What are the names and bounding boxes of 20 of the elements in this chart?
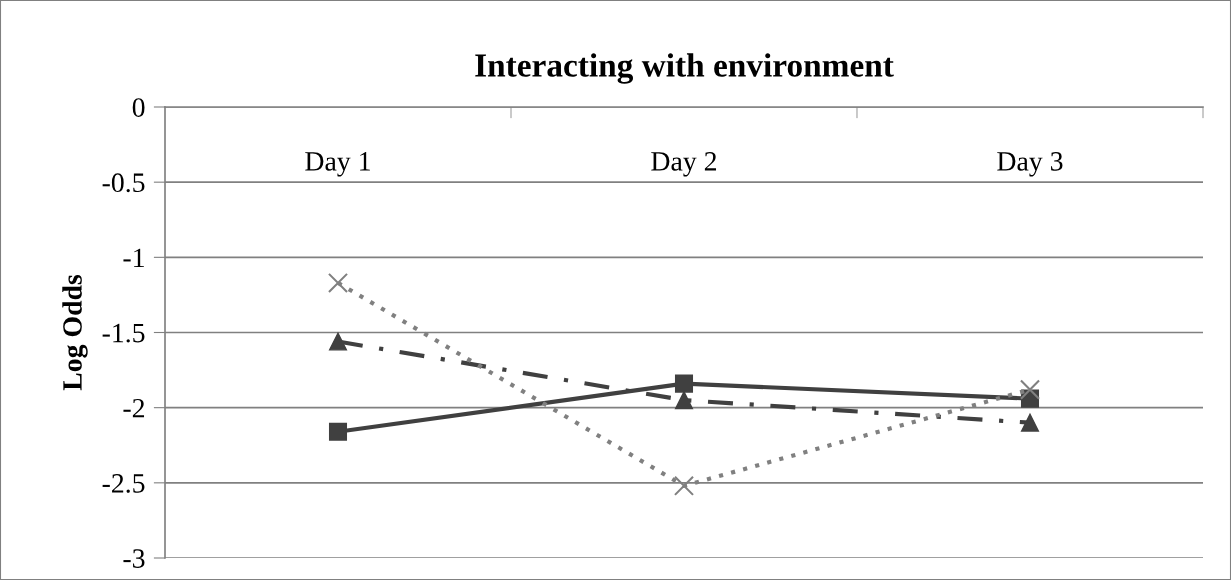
point xyxy=(327,272,349,293)
y-axis-title: Log Odds xyxy=(62,274,88,391)
y-tick-label: -1.5 xyxy=(102,323,145,343)
y-tick-label: -2.5 xyxy=(102,474,145,493)
point xyxy=(328,332,348,351)
y-tick-label: -3 xyxy=(123,549,145,568)
point xyxy=(1020,413,1040,432)
x-tick-label: Day 1 xyxy=(305,152,370,177)
y-tick-label: -1 xyxy=(123,248,144,267)
y-tick-label: -2 xyxy=(123,398,145,418)
point xyxy=(328,422,348,441)
point xyxy=(674,391,694,410)
chart-title: Interacting with environment xyxy=(475,53,894,84)
point xyxy=(674,374,694,393)
point xyxy=(1019,379,1041,400)
x-tick-label: Day 3 xyxy=(997,152,1063,177)
point xyxy=(673,475,695,496)
x-tick-label: Day 2 xyxy=(651,152,717,177)
y-tick-label: -0.5 xyxy=(102,173,145,193)
y-tick-label: 0 xyxy=(132,98,145,117)
